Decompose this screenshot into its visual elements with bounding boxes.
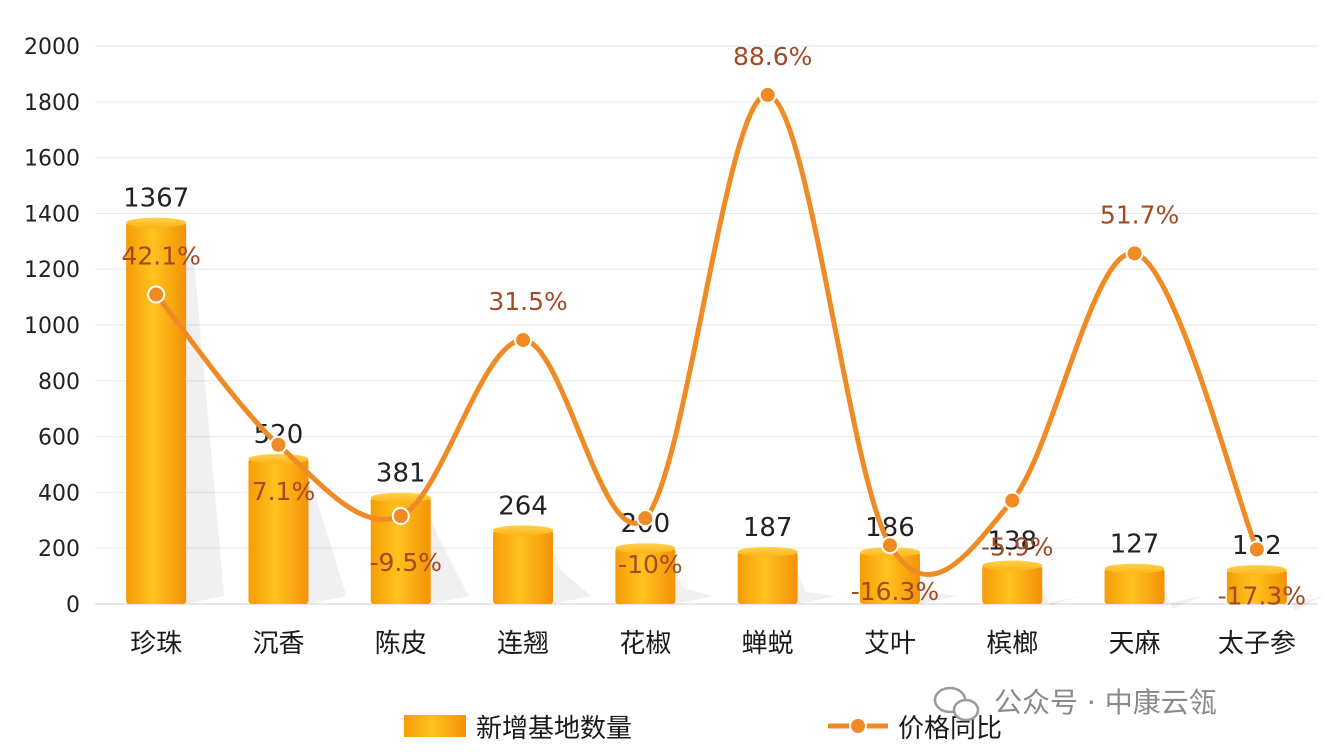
line-labels: 42.1% 7.1% -9.5% 31.5% -10% 88.6% -16.3% -5.9% 5…: [121, 42, 1306, 611]
bar-shadow: [1164, 588, 1203, 609]
bar-value-label: 187: [743, 513, 793, 543]
bar-shadow: [1042, 585, 1081, 606]
line-point: [880, 536, 899, 555]
bar-top: [737, 546, 798, 557]
line-value-label: -10%: [618, 550, 683, 579]
bar-shadow: [919, 572, 958, 604]
x-axis: 珍珠 沉香 陈皮 连翘 花椒 蝉蜕 艾叶 槟榔 天麻 太子参: [130, 629, 1296, 659]
line-series: [147, 85, 1266, 577]
bar: [1104, 568, 1165, 604]
wechat-icon: [933, 686, 980, 722]
line-value-label: -17.3%: [1218, 581, 1306, 610]
bar-value-label: 264: [498, 491, 548, 521]
x-category-label: 槟榔: [986, 629, 1038, 659]
bar-shadow: [675, 568, 714, 604]
bar: [493, 530, 554, 604]
legend-bar-label: 新增基地数量: [476, 714, 632, 744]
x-category-label: 珍珠: [130, 629, 182, 659]
y-tick-label: 200: [38, 537, 80, 562]
bar-shadow: [308, 478, 347, 604]
bar-top: [493, 525, 554, 536]
line-value-label: 51.7%: [1100, 200, 1179, 229]
y-tick-label: 1200: [24, 258, 80, 283]
line-point: [758, 85, 777, 104]
bar-top: [1104, 563, 1165, 574]
line-value-label: -16.3%: [851, 577, 939, 606]
x-category-label: 陈皮: [375, 629, 427, 659]
bar-value-label: 381: [376, 459, 426, 489]
bar-value-label: 1367: [123, 184, 189, 214]
bar: [126, 222, 187, 604]
line-path: [153, 92, 1260, 577]
y-tick-label: 1000: [24, 314, 80, 339]
line-value-label: 31.5%: [488, 287, 567, 316]
bar-shadow: [1286, 589, 1325, 610]
watermark-text: 公众号 · 中康云瓴: [994, 686, 1217, 719]
y-tick-label: 400: [38, 481, 80, 506]
bar: [370, 497, 431, 604]
y-tick-label: 600: [38, 426, 80, 451]
x-category-label: 连翘: [497, 629, 549, 659]
bar-shadow: [186, 242, 225, 604]
x-category-label: 艾叶: [864, 629, 916, 659]
line-value-label: 88.6%: [733, 42, 812, 71]
x-category-label: 花椒: [619, 629, 671, 659]
line-point: [147, 285, 166, 304]
x-category-label: 蝉蜕: [742, 629, 794, 659]
line-value-label: 42.1%: [121, 242, 200, 271]
line-point: [514, 331, 533, 350]
y-tick-label: 1800: [24, 91, 80, 116]
bar: [737, 551, 798, 604]
y-tick-label: 1600: [24, 147, 80, 172]
y-tick-label: 0: [66, 593, 80, 618]
legend-bar-swatch: [404, 715, 466, 737]
line-point: [1003, 491, 1022, 510]
bar-top: [615, 543, 676, 554]
line-point: [391, 507, 410, 526]
bar-series: [126, 217, 1325, 610]
y-axis: 0 200 400 600 800 1000 1200 1400 1600 1800 2000: [24, 35, 80, 618]
bar: [982, 565, 1043, 604]
bar: [1226, 569, 1287, 604]
bar-shadow: [430, 517, 469, 604]
y-tick-label: 1400: [24, 202, 80, 227]
watermark: 公众号 · 中康云瓴: [933, 686, 1217, 722]
legend-line-label: 价格同比: [898, 714, 1002, 744]
line-point: [636, 509, 655, 528]
bar-shadow: [553, 550, 592, 604]
bar: [615, 548, 676, 604]
x-category-label: 沉香: [252, 629, 304, 659]
bar-shadow: [797, 571, 836, 604]
bar: [248, 458, 309, 604]
bar-top: [982, 560, 1043, 571]
line-value-label: 7.1%: [252, 477, 316, 506]
y-tick-label: 800: [38, 370, 80, 395]
legend-line-marker: [849, 717, 867, 735]
line-value-label: -5.9%: [981, 533, 1054, 562]
bar-value-label: 127: [1110, 530, 1160, 560]
line-point: [1247, 540, 1266, 559]
legend: 新增基地数量 价格同比: [404, 714, 1002, 744]
line-point: [1125, 244, 1144, 263]
y-tick-label: 2000: [24, 35, 80, 60]
bar-top: [126, 217, 187, 228]
x-category-label: 太子参: [1218, 629, 1296, 659]
bar-top: [1226, 564, 1287, 575]
bar-value-label: 138: [987, 526, 1037, 556]
line-value-label: -9.5%: [369, 548, 442, 577]
line-point: [269, 435, 288, 454]
x-category-label: 天麻: [1109, 629, 1161, 659]
